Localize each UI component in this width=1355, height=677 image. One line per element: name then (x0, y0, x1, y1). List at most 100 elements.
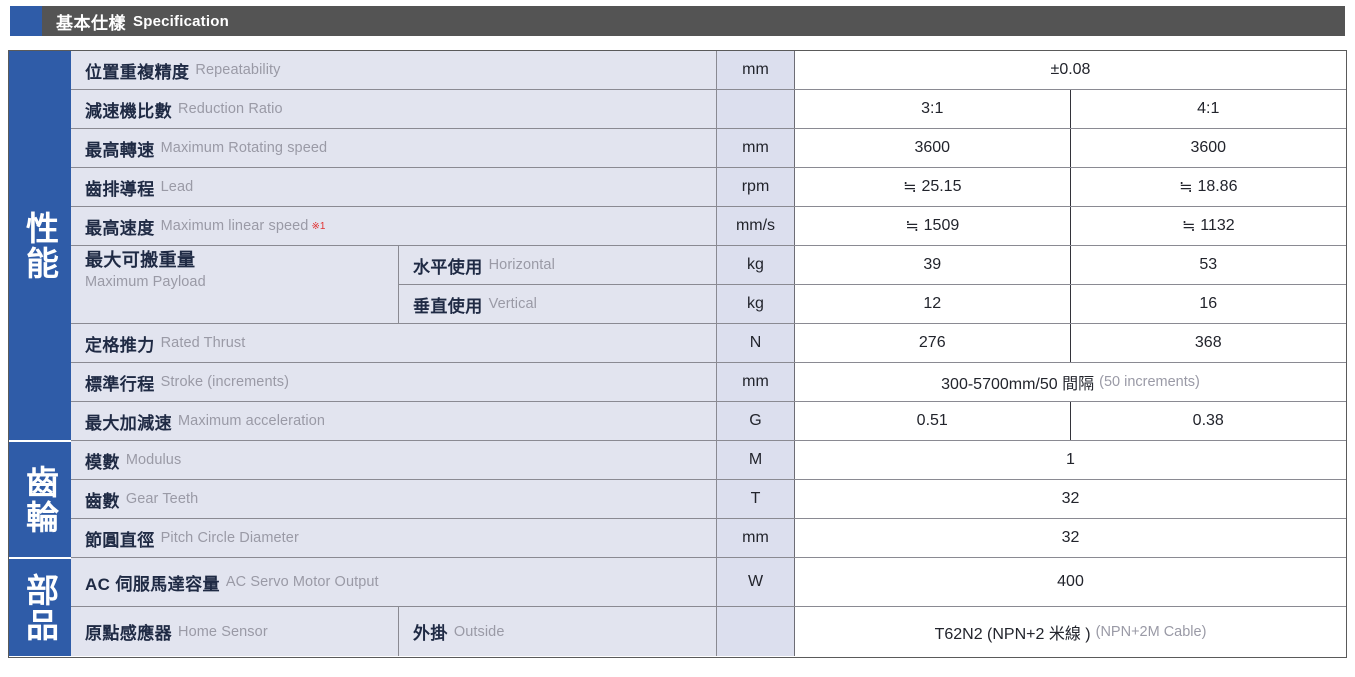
row-label-cjk: 減速機比數 (85, 97, 172, 122)
category-section-1: 性能 (9, 51, 71, 442)
value-text: 25.15 (921, 178, 961, 196)
approx-equal-icon: ≒ (903, 177, 916, 197)
table-row: 模數ModulusM1 (71, 441, 1346, 480)
unit-cell: W (717, 558, 795, 606)
value-cell-col2: 4:1 (1071, 90, 1347, 128)
row-label-cjk: 模數 (85, 448, 120, 473)
value-cell-col2: ≒ 18.86 (1071, 168, 1347, 206)
value-cell-col1: 0.51 (795, 402, 1071, 440)
unit-cell: M (717, 441, 795, 479)
value-cell-col1: ≒1509 (795, 207, 1071, 245)
category-label: 性能 (24, 211, 57, 281)
row-sublabel-cjk: 外掛 (413, 619, 448, 644)
value-text: 32 (1062, 490, 1080, 508)
unit-cell: G (717, 402, 795, 440)
table-row: 定格推力 Rated Thrust N 276 368 (71, 324, 1346, 363)
row-label-cjk: AC 伺服馬達容量 (85, 570, 220, 595)
value-group: 1216 (795, 285, 1346, 323)
approx-equal-icon: ≒ (905, 216, 918, 236)
row-sublabel-en: Outside (454, 624, 505, 640)
table-row: 位置重複精度 Repeatability mm ±0.08 (71, 51, 1346, 90)
row-label-group: 原點感應器Home Sensor (71, 607, 399, 656)
value-text: 400 (1057, 573, 1084, 591)
footnote-marker: ※1 (311, 221, 325, 232)
row-label-en: Maximum linear speed (161, 218, 309, 234)
value-group: ±0.08 (795, 51, 1346, 89)
row-label-cjk: 最大加減速 (85, 409, 172, 434)
row-label-cjk: 位置重複精度 (85, 58, 189, 83)
value-cell-spanning: T62N2 (NPN+2 米線 )(NPN+2M Cable) (795, 607, 1346, 656)
unit-cell: mm/s (717, 207, 795, 245)
value-text: 3:1 (921, 100, 943, 118)
value-text: 276 (919, 334, 946, 352)
row-label-cjk: 定格推力 (85, 331, 155, 356)
value-text: 368 (1195, 334, 1222, 352)
value-group: 32 (795, 519, 1346, 557)
unit-cell: mm (717, 363, 795, 401)
value-cell-col2: 53 (1071, 246, 1347, 284)
row-label-cjk: 最高速度 (85, 214, 155, 239)
value-cell-col2: 16 (1071, 285, 1347, 323)
table-row: 標準行程Stroke (increments)mm300-5700mm/50 間… (71, 363, 1346, 402)
unit-cell: N (717, 324, 795, 362)
sub-row-label-cjk: 垂直使用 (413, 292, 483, 317)
category-section-3: 部品 (9, 559, 71, 656)
banner-title-cjk: 基本仕樣 (56, 9, 126, 34)
row-label-en: Repeatability (195, 62, 280, 78)
value-text: 32 (1062, 529, 1080, 547)
row-label-cjk: 齒排導程 (85, 175, 155, 200)
value-group: 1 (795, 441, 1346, 479)
category-label: 部品 (24, 573, 57, 643)
value-cell-col1: 39 (795, 246, 1071, 284)
table-sub-row: 垂直使用Verticalkg1216 (399, 285, 1346, 323)
row-label-en: Home Sensor (178, 624, 268, 640)
row-label-cjk: 最高轉速 (85, 136, 155, 161)
row-label-group: 位置重複精度 Repeatability (71, 51, 717, 89)
row-sublabel-group: 外掛 Outside (399, 607, 717, 656)
value-cell-col1: 3600 (795, 129, 1071, 167)
value-group: 32 (795, 480, 1346, 518)
value-group: 276 368 (795, 324, 1346, 362)
row-label-en: Maximum acceleration (178, 413, 325, 429)
row-label-group: 標準行程Stroke (increments) (71, 363, 717, 401)
table-row: 最高速度 Maximum linear speed※1 mm/s≒1509≒1132 (71, 207, 1346, 246)
value-text: ±0.08 (1051, 61, 1091, 79)
unit-cell: T (717, 480, 795, 518)
value-text-en: (50 increments) (1099, 374, 1200, 390)
row-label-group: 齒數Gear Teeth (71, 480, 717, 518)
sub-row-label: 垂直使用Vertical (399, 285, 717, 323)
value-text: 3600 (1190, 139, 1226, 157)
row-label-group: 模數Modulus (71, 441, 717, 479)
value-text: 18.86 (1197, 178, 1237, 196)
row-label-cjk: 標準行程 (85, 370, 155, 395)
row-label-cjk: 最大可搬重量 (85, 250, 195, 270)
unit-cell: mm (717, 51, 795, 89)
banner-title-en: Specification (133, 13, 229, 30)
row-label-en: Gear Teeth (126, 491, 198, 507)
category-section-2: 齒輪 (9, 442, 71, 559)
table-row: 原點感應器Home Sensor 外掛 Outside T62N2 (NPN+2 米線… (71, 607, 1346, 656)
row-label-en: Rated Thrust (161, 335, 246, 351)
row-label-group: AC 伺服馬達容量AC Servo Motor Output (71, 558, 717, 606)
value-cell-col2: ≒1132 (1071, 207, 1347, 245)
unit-cell: kg (717, 246, 795, 284)
row-label-group: 節圓直徑Pitch Circle Diameter (71, 519, 717, 557)
table-row: 最大加減速 Maximum acceleration G0.510.38 (71, 402, 1346, 441)
value-cell-col1: ≒ 25.15 (795, 168, 1071, 206)
unit-cell (717, 607, 795, 656)
approx-equal-icon: ≒ (1179, 177, 1192, 197)
value-group: 0.510.38 (795, 402, 1346, 440)
table-sub-row: 水平使用Horizontalkg3953 (399, 246, 1346, 285)
row-label-group: 定格推力 Rated Thrust (71, 324, 717, 362)
value-group: 300-5700mm/50 間隔(50 increments) (795, 363, 1346, 401)
row-label-group: 齒排導程 Lead (71, 168, 717, 206)
row-label-en: Lead (161, 179, 194, 195)
value-group: 400 (795, 558, 1346, 606)
row-label-group: 最高轉速Maximum Rotating speed (71, 129, 717, 167)
value-cell-spanning: 1 (795, 441, 1346, 479)
row-label-group: 最大可搬重量Maximum Payload (71, 246, 399, 323)
value-cell-col2: 368 (1071, 324, 1347, 362)
row-label-en: Pitch Circle Diameter (161, 530, 299, 546)
approx-equal-icon: ≒ (1182, 216, 1195, 236)
value-text: 0.51 (917, 412, 948, 430)
